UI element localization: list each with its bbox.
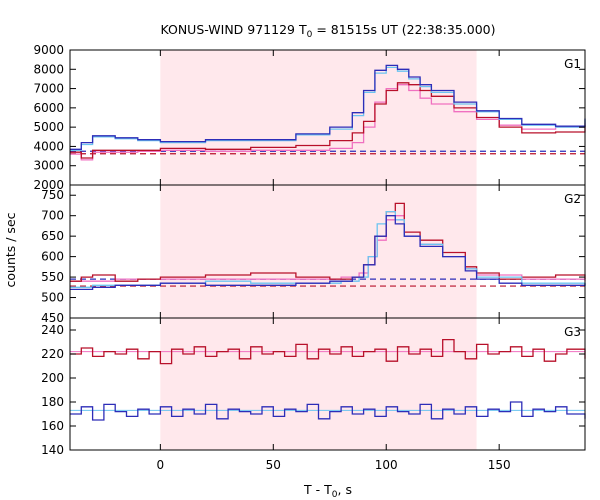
series-g1-6 bbox=[70, 64, 586, 150]
y-tick-label: 3000 bbox=[33, 159, 64, 173]
y-tick-label: 9000 bbox=[33, 43, 64, 57]
panel-label-g2: G2 bbox=[564, 192, 581, 206]
panel-frames bbox=[69, 49, 586, 451]
panel-label-g1: G1 bbox=[564, 57, 581, 71]
x-tick-label: 150 bbox=[488, 458, 511, 472]
y-tick-label: 650 bbox=[41, 229, 64, 243]
y-tick-label: 140 bbox=[41, 443, 64, 457]
panel-label-g3: G3 bbox=[564, 325, 581, 339]
x-tick-label: 100 bbox=[375, 458, 398, 472]
tick-labels: 20003000400050006000700080009000G1450500… bbox=[33, 43, 581, 472]
y-axis-label: counts / sec bbox=[3, 212, 18, 287]
highlight-band-g1 bbox=[160, 50, 477, 185]
series-g1-3 bbox=[70, 84, 586, 161]
y-tick-label: 220 bbox=[41, 347, 64, 361]
y-tick-label: 8000 bbox=[33, 62, 64, 76]
series-g3-4 bbox=[70, 401, 586, 421]
x-axis-label: T - T0, s bbox=[303, 482, 352, 500]
y-tick-label: 450 bbox=[41, 311, 64, 325]
y-tick-label: 7000 bbox=[33, 82, 64, 96]
y-tick-label: 700 bbox=[41, 209, 64, 223]
y-tick-label: 160 bbox=[41, 419, 64, 433]
y-tick-label: 600 bbox=[41, 250, 64, 264]
series-g3-3 bbox=[70, 338, 586, 365]
chart-title: KONUS-WIND 971129 T0 = 81515s UT (22:38:… bbox=[160, 22, 495, 40]
y-tick-label: 5000 bbox=[33, 120, 64, 134]
x-tick-label: 50 bbox=[266, 458, 281, 472]
panel-frame-g3 bbox=[69, 317, 586, 451]
y-tick-label: 4000 bbox=[33, 139, 64, 153]
highlight-bands bbox=[160, 50, 477, 450]
highlight-band-g3 bbox=[160, 318, 477, 450]
series-layer bbox=[70, 64, 586, 421]
series-g1-4 bbox=[70, 82, 586, 159]
y-tick-label: 180 bbox=[41, 395, 64, 409]
y-tick-label: 2000 bbox=[33, 178, 64, 192]
y-tick-label: 500 bbox=[41, 291, 64, 305]
y-tick-label: 200 bbox=[41, 371, 64, 385]
highlight-band-g2 bbox=[160, 185, 477, 318]
x-tick-label: 0 bbox=[157, 458, 165, 472]
tick-marks bbox=[70, 49, 585, 451]
series-g2-4 bbox=[70, 215, 586, 291]
y-tick-label: 550 bbox=[41, 270, 64, 284]
y-tick-label: 750 bbox=[41, 188, 64, 202]
y-tick-label: 240 bbox=[41, 323, 64, 337]
y-tick-label: 6000 bbox=[33, 101, 64, 115]
